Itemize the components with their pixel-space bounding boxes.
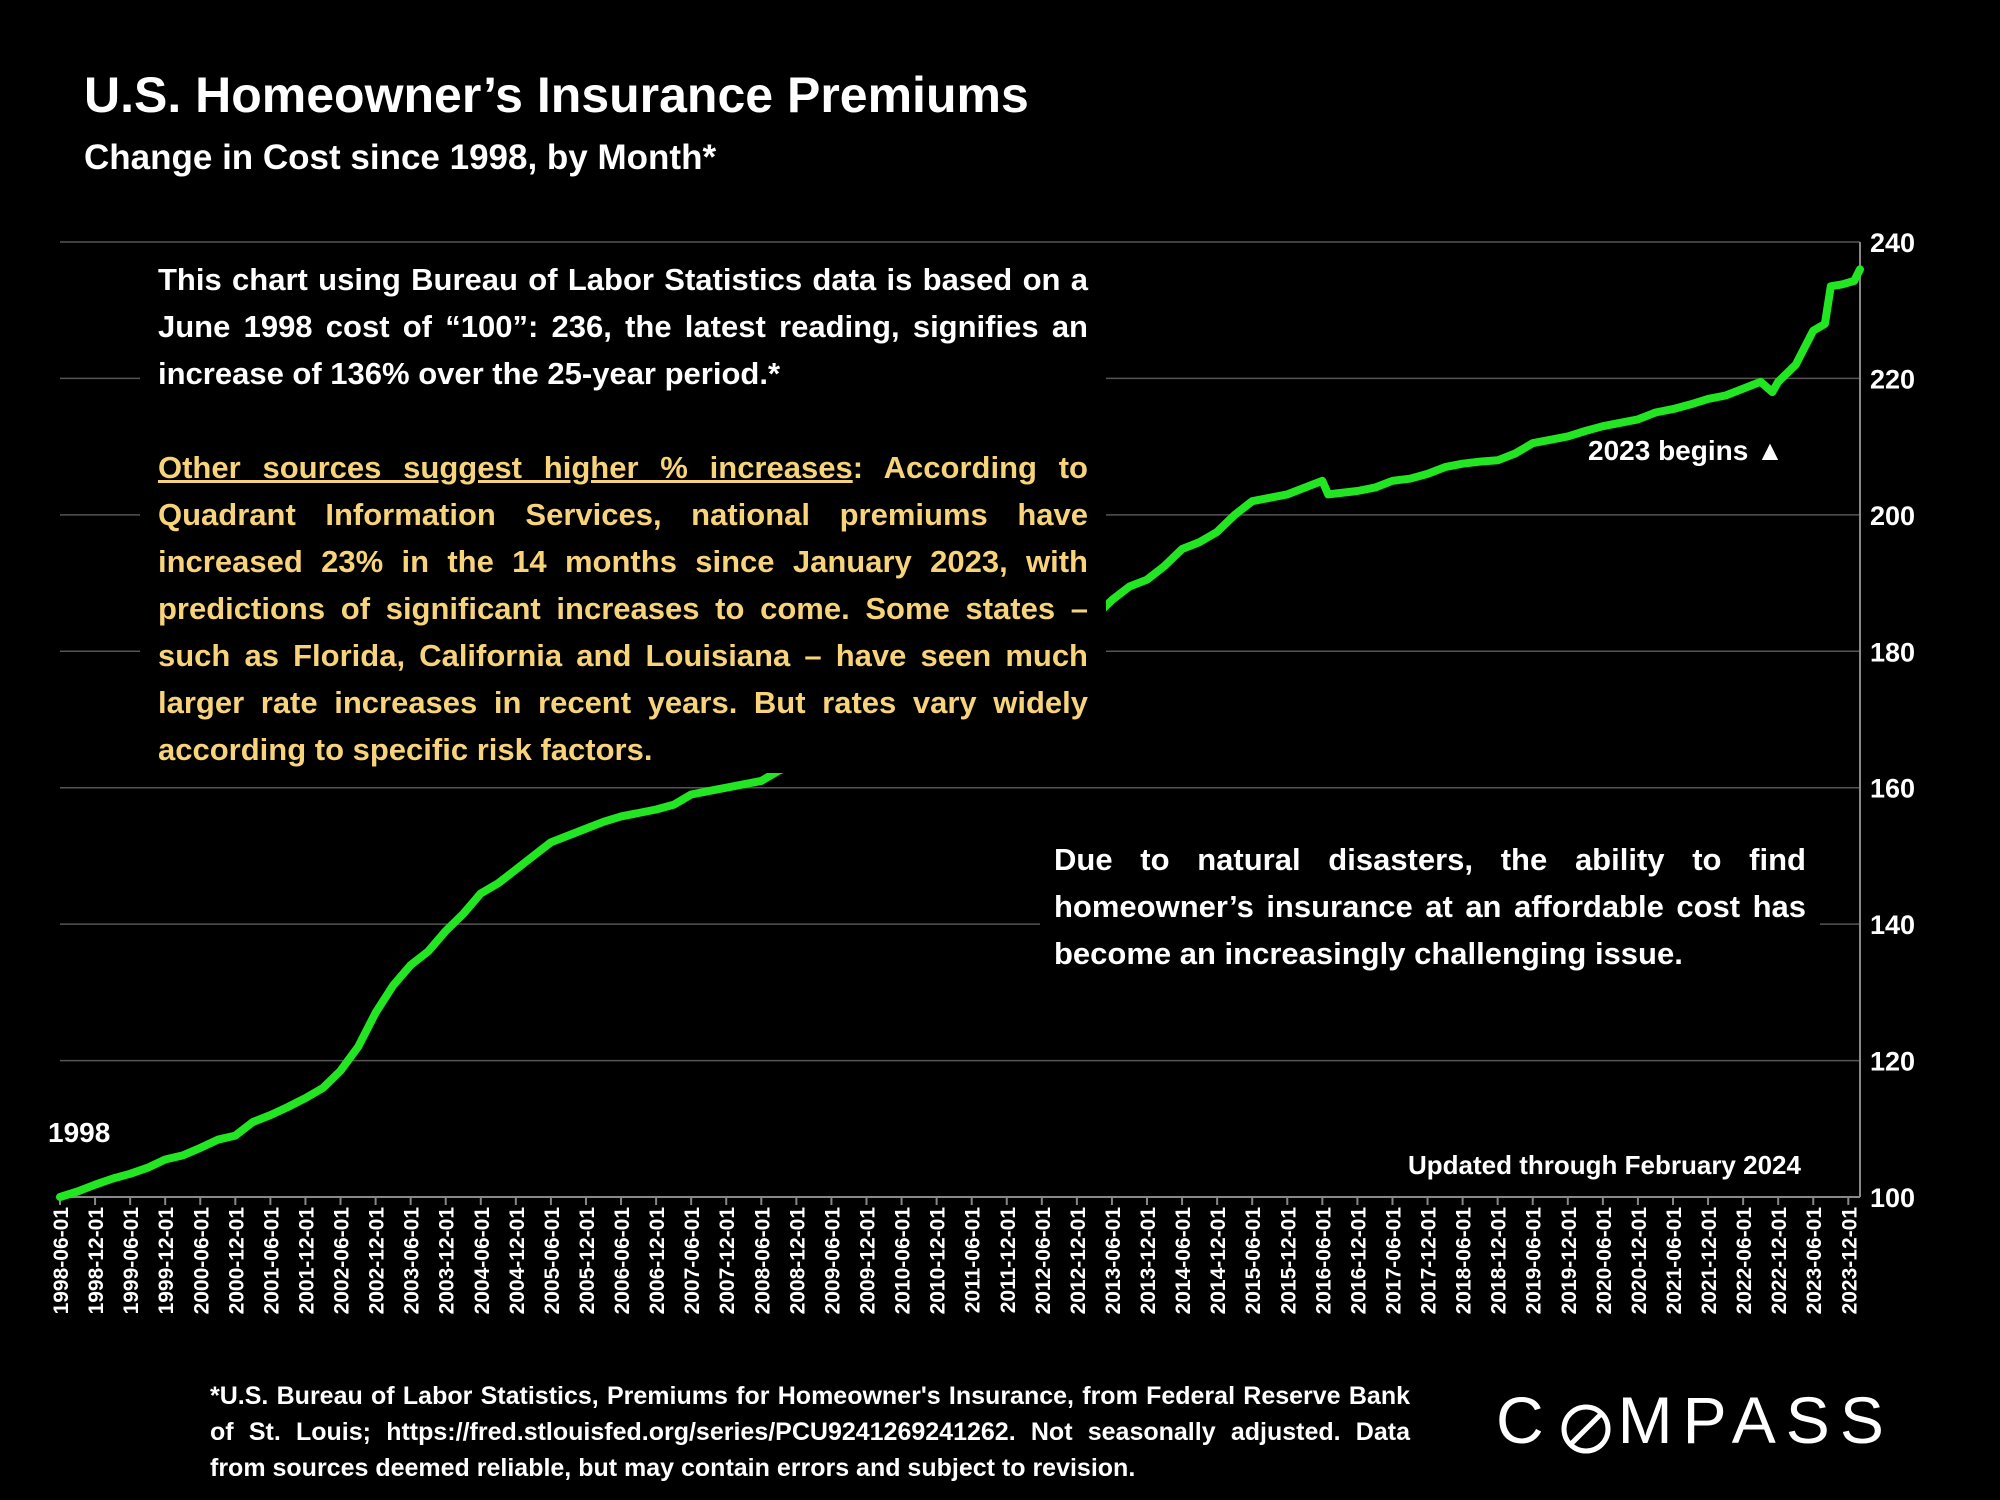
- x-tick-label: 2008-12-01: [786, 1207, 809, 1315]
- y-tick-label: 240: [1870, 228, 1915, 258]
- x-tick-label: 2019-06-01: [1523, 1207, 1546, 1315]
- y-tick-label: 200: [1870, 501, 1915, 531]
- x-tick-label: 2005-12-01: [576, 1207, 599, 1315]
- x-tick-label: 2023-06-01: [1803, 1207, 1826, 1315]
- x-tick-label: 2021-06-01: [1663, 1207, 1686, 1315]
- x-tick-label: 2022-06-01: [1733, 1207, 1756, 1315]
- x-axis-ticks: 1998-06-01 1998-12-01 1999-06-01 1999-12-01…: [50, 1197, 1861, 1314]
- x-tick-label: 2022-12-01: [1768, 1207, 1791, 1315]
- logo-o-icon: [1560, 1394, 1612, 1454]
- y-tick-label: 140: [1870, 910, 1915, 940]
- y-tick-label: 160: [1870, 774, 1915, 804]
- x-tick-label: 2020-06-01: [1593, 1207, 1616, 1315]
- y-tick-label: 120: [1870, 1047, 1915, 1077]
- x-tick-label: 1998-06-01: [50, 1207, 73, 1315]
- x-tick-label: 2006-12-01: [646, 1207, 669, 1315]
- x-tick-label: 2002-12-01: [366, 1207, 389, 1315]
- x-tick-label: 2001-06-01: [260, 1207, 283, 1315]
- x-tick-label: 2000-06-01: [190, 1207, 213, 1315]
- x-tick-label: 2020-12-01: [1628, 1207, 1651, 1315]
- x-tick-label: 2007-06-01: [681, 1207, 704, 1315]
- annotation-bls-explanation: This chart using Bureau of Labor Statist…: [158, 262, 1088, 391]
- x-tick-label: 2015-06-01: [1242, 1207, 1265, 1315]
- logo-text-end: MPASS: [1617, 1383, 1894, 1457]
- x-tick-label: 2009-12-01: [856, 1207, 879, 1315]
- y-tick-label: 100: [1870, 1183, 1915, 1213]
- x-tick-label: 2016-12-01: [1347, 1207, 1370, 1315]
- x-tick-label: 2012-06-01: [1032, 1207, 1055, 1315]
- x-tick-label: 2007-12-01: [716, 1207, 739, 1315]
- x-tick-label: 2014-12-01: [1207, 1207, 1230, 1315]
- x-tick-label: 2011-12-01: [997, 1207, 1020, 1314]
- x-tick-label: 2003-06-01: [401, 1207, 424, 1315]
- x-tick-label: 2018-06-01: [1453, 1207, 1476, 1315]
- compass-logo: C MPASS: [1496, 1382, 1894, 1458]
- x-tick-label: 2011-06-01: [962, 1207, 985, 1314]
- x-tick-label: 2004-06-01: [471, 1207, 494, 1315]
- x-tick-label: 2006-06-01: [611, 1207, 634, 1315]
- x-tick-label: 2012-12-01: [1067, 1207, 1090, 1315]
- x-tick-label: 2023-12-01: [1838, 1207, 1861, 1315]
- x-tick-label: 2009-06-01: [821, 1207, 844, 1315]
- x-tick-label: 2002-06-01: [331, 1207, 354, 1315]
- x-tick-label: 2005-06-01: [541, 1207, 564, 1315]
- x-tick-label: 2018-12-01: [1488, 1207, 1511, 1315]
- marker-2023-label: 2023 begins ▲: [1588, 435, 1784, 466]
- annotation-other-sources: Other sources suggest higher % increases…: [158, 444, 1088, 773]
- left-annotation-box: This chart using Bureau of Labor Statist…: [140, 256, 1106, 773]
- x-tick-label: 2017-06-01: [1382, 1207, 1405, 1315]
- y-axis-ticks: 100 120 140 160 180 200 220 240: [1870, 228, 1915, 1213]
- annotation-other-sources-heading: Other sources suggest higher % increases: [158, 450, 853, 485]
- x-tick-label: 2019-12-01: [1558, 1207, 1581, 1315]
- x-tick-label: 1998-12-01: [85, 1207, 108, 1315]
- y-tick-label: 180: [1870, 637, 1915, 667]
- source-footnote: *U.S. Bureau of Labor Statistics, Premiu…: [210, 1382, 1410, 1482]
- x-tick-label: 1999-06-01: [120, 1207, 143, 1315]
- x-tick-label: 2016-06-01: [1312, 1207, 1335, 1315]
- x-tick-label: 2001-12-01: [295, 1207, 318, 1315]
- x-tick-label: 2010-12-01: [927, 1207, 950, 1315]
- x-tick-label: 2017-12-01: [1418, 1207, 1441, 1315]
- chart-subtitle: Change in Cost since 1998, by Month*: [84, 138, 717, 177]
- logo-text-start: C: [1496, 1383, 1554, 1457]
- annotation-other-sources-body: : According to Quadrant Information Serv…: [158, 450, 1088, 767]
- x-tick-label: 2015-12-01: [1277, 1207, 1300, 1315]
- updated-label: Updated through February 2024: [1408, 1150, 1801, 1180]
- x-tick-label: 2010-06-01: [892, 1207, 915, 1315]
- x-tick-label: 2013-06-01: [1102, 1207, 1125, 1315]
- x-tick-label: 1999-12-01: [155, 1207, 178, 1315]
- right-annotation-box: Due to natural disasters, the ability to…: [1040, 836, 1820, 977]
- x-tick-label: 2013-12-01: [1137, 1207, 1160, 1315]
- x-tick-label: 2014-06-01: [1172, 1207, 1195, 1315]
- chart-title: U.S. Homeowner’s Insurance Premiums: [84, 67, 1029, 123]
- start-year-label: 1998: [48, 1117, 111, 1148]
- x-tick-label: 2003-12-01: [436, 1207, 459, 1315]
- y-tick-label: 220: [1870, 364, 1915, 394]
- x-tick-label: 2008-06-01: [751, 1207, 774, 1315]
- x-tick-label: 2004-12-01: [506, 1207, 529, 1315]
- x-tick-label: 2000-12-01: [225, 1207, 248, 1315]
- x-tick-label: 2021-12-01: [1698, 1207, 1721, 1315]
